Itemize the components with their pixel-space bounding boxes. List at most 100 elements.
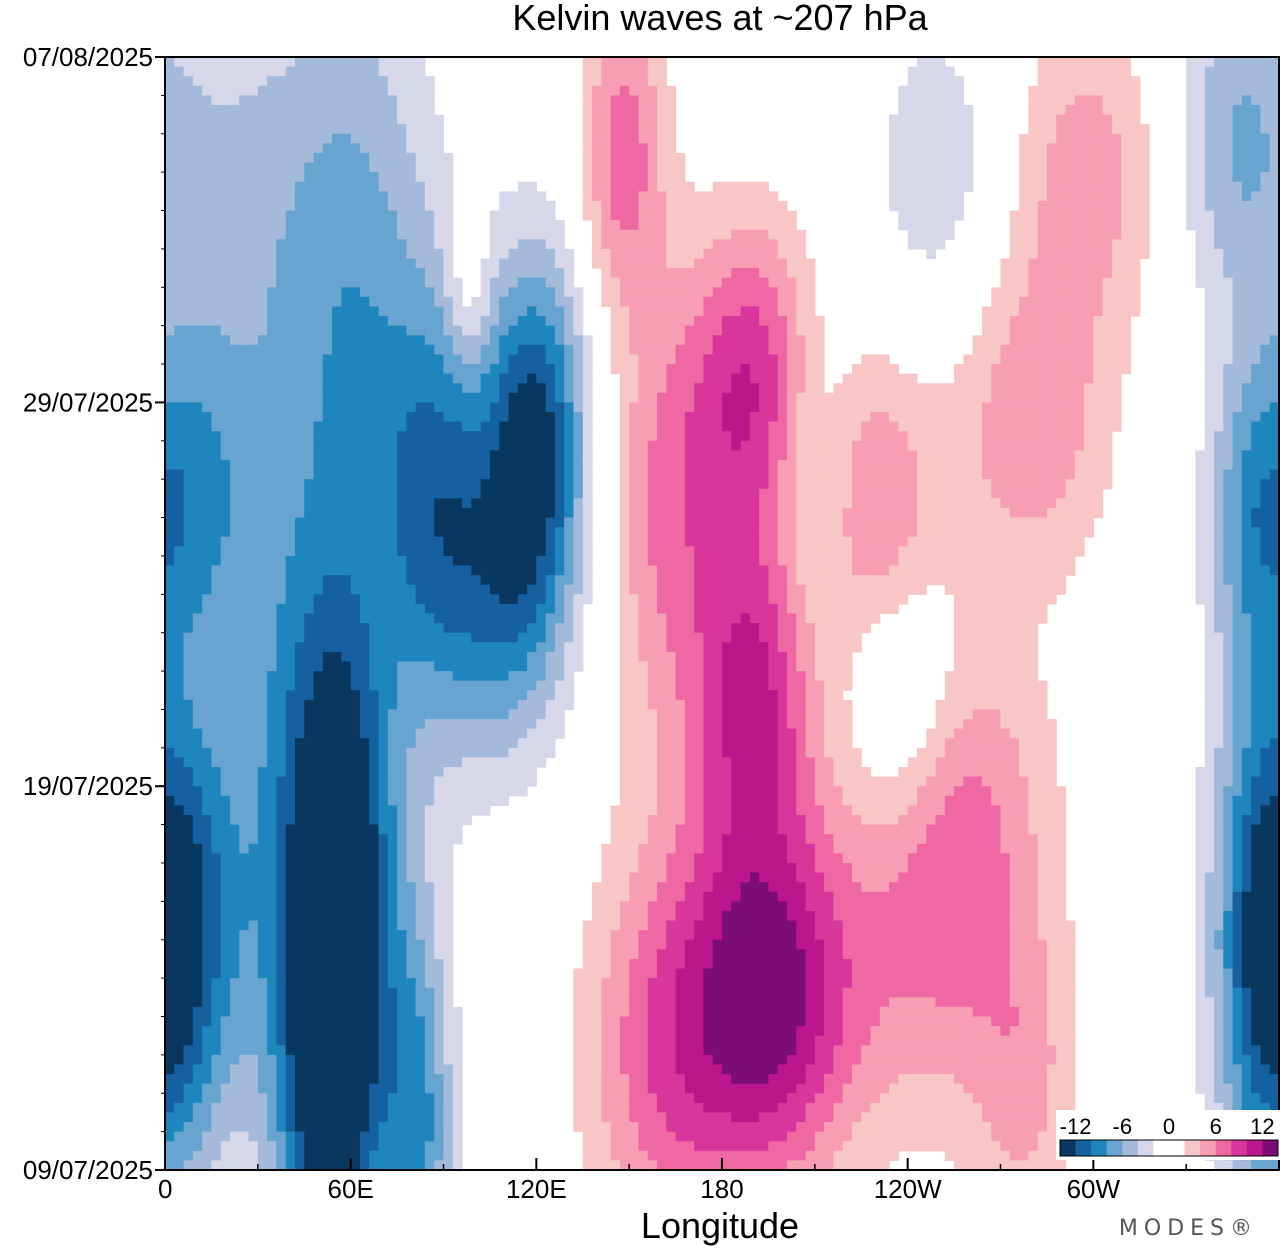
contour-cell — [1046, 325, 1057, 336]
contour-cell — [554, 373, 565, 384]
contour-cell — [415, 392, 426, 404]
contour-cell — [489, 373, 500, 384]
contour-cell — [1084, 325, 1094, 336]
contour-cell — [629, 373, 640, 384]
contour-cell — [220, 85, 231, 96]
contour-cell — [202, 344, 213, 356]
contour-cell — [833, 498, 844, 509]
contour-cell — [1019, 143, 1029, 154]
contour-cell — [759, 306, 770, 317]
contour-cell — [1232, 248, 1243, 260]
contour-cell — [229, 402, 240, 413]
contour-cell — [898, 114, 909, 125]
contour-cell — [564, 555, 575, 567]
contour-cell — [601, 200, 612, 212]
contour-cell — [350, 306, 361, 317]
contour-cell — [1028, 191, 1039, 202]
contour-cell — [489, 220, 500, 231]
contour-cell — [229, 498, 240, 509]
contour-cell — [387, 296, 398, 308]
contour-cell — [1214, 498, 1224, 509]
contour-cell — [220, 383, 231, 394]
contour-cell — [647, 565, 658, 576]
contour-cell — [1251, 143, 1262, 154]
contour-cell — [889, 421, 899, 432]
contour-cell — [1251, 95, 1262, 106]
contour-cell — [1037, 498, 1048, 509]
contour-cell — [1260, 316, 1271, 327]
contour-cell — [1046, 431, 1057, 442]
contour-cell — [480, 268, 491, 279]
contour-cell — [1000, 517, 1011, 528]
contour-cell — [749, 450, 760, 461]
contour-cell — [694, 383, 705, 394]
contour-cell — [722, 421, 732, 432]
contour-cell — [805, 536, 816, 547]
contour-cell — [508, 364, 519, 375]
contour-cell — [443, 402, 454, 413]
contour-cell — [378, 527, 389, 538]
contour-cell — [304, 507, 315, 519]
contour-cell — [434, 239, 445, 250]
contour-cell — [712, 268, 723, 279]
contour-cell — [387, 124, 398, 135]
contour-cell — [1251, 258, 1262, 269]
contour-cell — [239, 392, 250, 404]
contour-cell — [1056, 354, 1067, 365]
contour-cell — [424, 392, 435, 404]
contour-cell — [916, 124, 927, 135]
contour-cell — [1186, 181, 1197, 192]
contour-cell — [833, 555, 844, 567]
contour-cell — [267, 57, 277, 68]
contour-cell — [434, 143, 445, 154]
contour-cell — [332, 392, 342, 404]
contour-cell — [406, 383, 417, 394]
contour-cell — [239, 527, 250, 538]
contour-cell — [359, 575, 370, 586]
contour-cell — [434, 507, 445, 519]
contour-cell — [796, 335, 807, 346]
contour-cell — [369, 95, 380, 106]
contour-cell — [1074, 277, 1085, 288]
contour-cell — [341, 402, 352, 413]
contour-cell — [285, 268, 296, 279]
contour-cell — [397, 306, 407, 317]
contour-cell — [387, 172, 398, 183]
contour-cell — [517, 517, 528, 528]
contour-cell — [619, 114, 630, 125]
contour-cell — [1065, 57, 1076, 68]
contour-cell — [944, 479, 955, 490]
contour-cell — [1046, 373, 1057, 384]
contour-cell — [944, 402, 955, 413]
contour-cell — [842, 546, 853, 557]
contour-cell — [508, 229, 519, 240]
contour-cell — [499, 546, 510, 557]
contour-cell — [276, 210, 287, 221]
contour-cell — [1232, 287, 1243, 298]
contour-cell — [350, 248, 361, 260]
contour-cell — [341, 239, 352, 250]
contour-cell — [192, 210, 203, 221]
contour-cell — [722, 277, 732, 288]
contour-cell — [889, 536, 899, 547]
contour-cell — [276, 162, 287, 173]
contour-cell — [1028, 431, 1039, 442]
contour-cell — [452, 488, 463, 499]
contour-cell — [499, 229, 510, 240]
contour-cell — [489, 392, 500, 404]
contour-cell — [796, 402, 807, 413]
contour-cell — [666, 229, 677, 240]
contour-cell — [1251, 181, 1262, 192]
contour-cell — [1102, 220, 1113, 231]
contour-cell — [304, 440, 315, 451]
contour-cell — [889, 527, 899, 538]
contour-cell — [972, 498, 983, 509]
contour-cell — [1204, 248, 1215, 260]
contour-cell — [554, 354, 565, 365]
contour-cell — [1121, 210, 1132, 221]
contour-cell — [944, 143, 955, 154]
contour-cell — [1074, 239, 1085, 250]
contour-cell — [313, 364, 324, 375]
contour-cell — [267, 488, 277, 499]
contour-cell — [517, 335, 528, 346]
